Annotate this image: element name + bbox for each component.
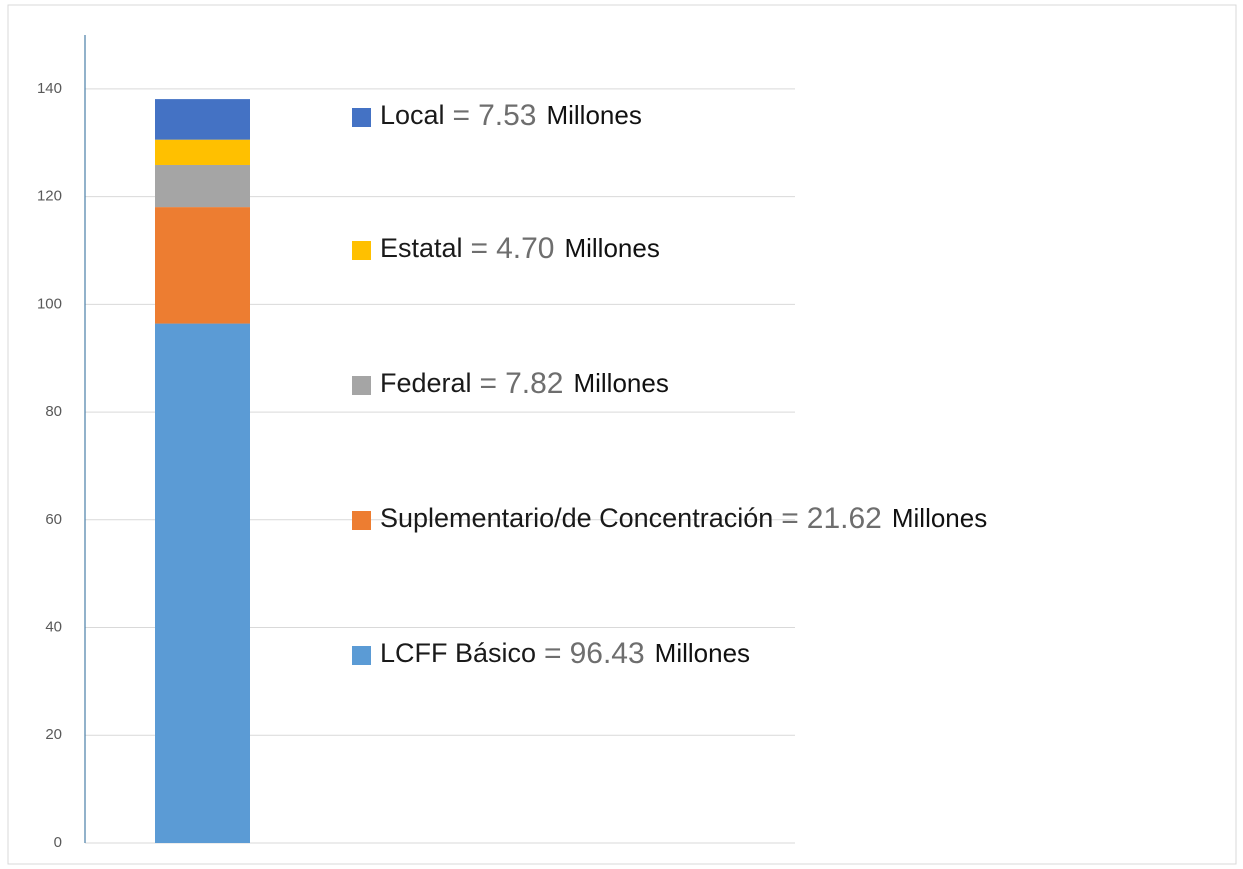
legend-value: 96.43 — [570, 637, 645, 670]
legend-label: LCFF Básico = 96.43 Millones — [380, 637, 750, 670]
y-tick-label: 80 — [45, 403, 62, 420]
legend-swatch — [352, 511, 371, 530]
legend-label: Local = 7.53 Millones — [380, 99, 642, 132]
legend-unit: Millones — [546, 100, 641, 130]
legend-swatch — [352, 241, 371, 260]
bar-segment — [155, 164, 250, 208]
bar-segment — [155, 99, 250, 140]
legend-swatch — [352, 108, 371, 127]
y-tick-label: 20 — [45, 726, 62, 743]
legend-swatch — [352, 646, 371, 665]
legend-label: Estatal = 4.70 Millones — [380, 232, 660, 265]
y-tick-label: 0 — [54, 834, 62, 851]
bar-segment — [155, 139, 250, 165]
legend-sep: = — [781, 502, 799, 535]
chart-frame — [7, 4, 1237, 865]
legend-sep: = — [480, 367, 498, 400]
legend-name: Suplementario/de Concentración — [380, 503, 773, 533]
legend-value: 21.62 — [807, 502, 882, 535]
legend-unit: Millones — [573, 368, 668, 398]
legend-unit: Millones — [655, 638, 750, 668]
legend-sep: = — [544, 637, 562, 670]
legend-swatch — [352, 376, 371, 395]
legend-name: Local — [380, 100, 445, 130]
y-tick-label: 100 — [37, 295, 62, 312]
bar-segment — [155, 323, 250, 843]
y-tick-label: 60 — [45, 511, 62, 528]
legend-name: Estatal — [380, 233, 463, 263]
legend-unit: Millones — [892, 503, 987, 533]
legend-value: 7.82 — [505, 367, 563, 400]
legend-value: 4.70 — [496, 232, 554, 265]
legend-value: 7.53 — [478, 99, 536, 132]
legend-label: Suplementario/de Concentración = 21.62 Mill… — [380, 502, 987, 535]
legend-sep: = — [471, 232, 489, 265]
y-tick-label: 120 — [37, 188, 62, 205]
y-tick-label: 40 — [45, 619, 62, 636]
legend-unit: Millones — [564, 233, 659, 263]
legend-name: Federal — [380, 368, 472, 398]
bar-segment — [155, 207, 250, 324]
y-tick-label: 140 — [37, 80, 62, 97]
legend-name: LCFF Básico — [380, 638, 536, 668]
legend-label: Federal = 7.82 Millones — [380, 367, 669, 400]
legend-sep: = — [453, 99, 471, 132]
